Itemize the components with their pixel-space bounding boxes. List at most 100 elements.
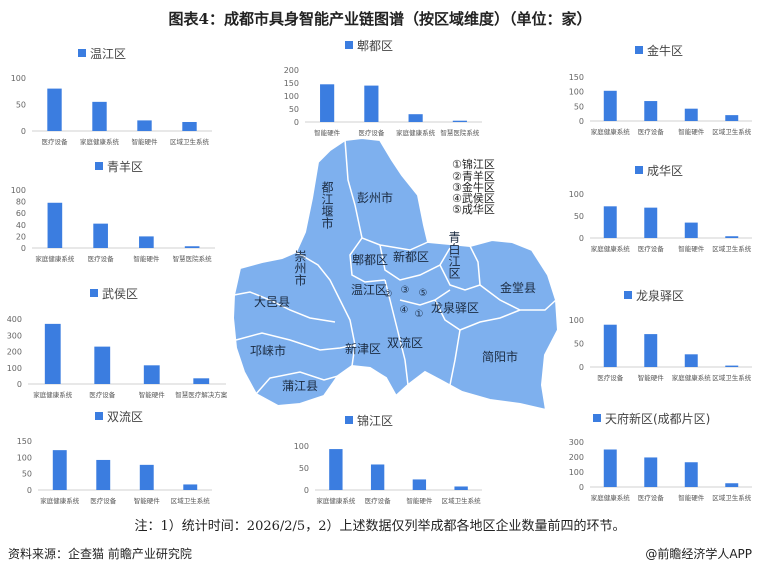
- x-tick-label: 智能硬件: [139, 390, 166, 399]
- x-tick-label: 家庭健康系统: [80, 137, 120, 146]
- chart-title: 郫都区: [357, 38, 393, 53]
- bar-chart: 温江区 0 50 100 医疗设备 家庭健康系统 智能硬件 区域卫生系统: [11, 47, 212, 146]
- y-tick-label: 50: [16, 101, 26, 110]
- map-label-xindu: 新都区: [393, 249, 429, 264]
- page-title: 图表4：成都市具身智能产业链图谱（按区域维度）（单位：家）: [168, 10, 592, 28]
- y-tick-label: 100: [7, 364, 22, 373]
- y-tick-label: 50: [574, 212, 584, 221]
- x-tick-label: 区域卫生系统: [170, 137, 210, 146]
- y-tick-label: 100: [294, 442, 309, 451]
- bar: [408, 114, 423, 122]
- y-tick-label: 50: [299, 464, 309, 473]
- y-tick-label: 100: [569, 190, 584, 199]
- y-tick-label: 0: [294, 118, 299, 127]
- bar: [412, 479, 427, 490]
- x-tick-label: 医疗设备: [89, 390, 116, 399]
- y-tick-label: 0: [17, 380, 22, 389]
- bar: [137, 120, 152, 131]
- map-marker-4: ④: [400, 305, 409, 316]
- bar: [725, 236, 739, 238]
- y-tick-label: 0: [579, 117, 584, 126]
- legend-swatch: [593, 414, 601, 422]
- bar: [193, 378, 210, 384]
- legend-swatch: [95, 412, 103, 420]
- x-tick-label: 智慧医疗解决方案: [175, 390, 228, 399]
- x-tick-label: 家庭健康系统: [35, 254, 75, 263]
- bar: [452, 120, 467, 122]
- bar: [725, 365, 739, 367]
- x-tick-label: 智能硬件: [678, 244, 705, 253]
- map-label-dujiangyan: 都江堰市: [320, 181, 334, 229]
- x-tick-label: 医疗设备: [638, 493, 665, 502]
- x-tick-label: 家庭健康系统: [396, 128, 436, 137]
- bar: [93, 223, 108, 248]
- y-tick-label: 200: [284, 66, 299, 75]
- district-border: [439, 245, 481, 291]
- chart-title: 龙泉驿区: [636, 289, 684, 303]
- bar: [139, 464, 154, 490]
- district-border: [379, 244, 451, 281]
- bar: [52, 450, 67, 490]
- map-label-chongzhou: 崇州市: [293, 250, 307, 286]
- chart-title: 温江区: [90, 47, 126, 61]
- bar: [96, 459, 111, 490]
- bar: [184, 246, 200, 248]
- chart-title: 天府新区(成都片区): [605, 411, 710, 426]
- x-tick-label: 家庭健康系统: [33, 390, 73, 399]
- map-marker-3: ③: [401, 285, 410, 296]
- district-border: [349, 237, 386, 283]
- x-tick-label: 智慧医院系统: [173, 254, 213, 263]
- bar: [684, 222, 698, 238]
- bar-chart: 龙泉驿区 0 50 100 医疗设备 智能硬件 家庭健康系统 区域卫生系统: [569, 289, 752, 382]
- bar-chart: 武侯区 0 100 200 300 400 家庭健康系统 医疗设备 智能硬件 智慧医疗解决方案: [7, 287, 228, 399]
- x-tick-label: 智能硬件: [678, 127, 705, 136]
- x-tick-label: 家庭健康系统: [672, 373, 712, 382]
- chart-title: 金牛区: [647, 43, 683, 58]
- brand-text: @前瞻经济学人APP: [645, 547, 752, 561]
- legend-swatch: [635, 46, 643, 54]
- y-tick-label: 50: [289, 105, 299, 114]
- map-outline: [231, 136, 560, 412]
- bar: [725, 483, 739, 487]
- map-label-pidu: 郫都区: [352, 252, 388, 267]
- y-tick-label: 300: [569, 438, 584, 447]
- y-tick-label: 0: [579, 363, 584, 372]
- y-tick-label: 50: [574, 102, 584, 111]
- bar: [370, 464, 385, 490]
- x-tick-label: 医疗设备: [90, 496, 117, 505]
- x-tick-label: 医疗设备: [365, 496, 392, 505]
- legend-swatch: [90, 289, 98, 297]
- bar-chart: 锦江区 0 50 100 家庭健康系统 医疗设备 智能硬件 区域卫生系统: [294, 414, 482, 505]
- x-tick-label: 家庭健康系统: [40, 496, 80, 505]
- bar: [644, 207, 658, 238]
- x-tick-label: 医疗设备: [597, 373, 624, 382]
- map-legend-item: ①锦江区: [452, 157, 495, 171]
- map-label-jintang: 金堂县: [500, 280, 536, 295]
- map-label-longquanyi: 龙泉驿区: [431, 301, 479, 315]
- district-border: [434, 299, 521, 331]
- y-tick-label: 50: [574, 340, 584, 349]
- x-tick-label: 智能硬件: [133, 254, 160, 263]
- bar-chart: 双流区 0 50 100 150 家庭健康系统 医疗设备 智能硬件 区域卫生系统: [17, 410, 212, 505]
- district-border: [233, 291, 336, 323]
- legend-swatch: [78, 49, 86, 57]
- y-tick-label: 400: [7, 315, 22, 324]
- x-tick-label: 智能硬件: [638, 373, 665, 382]
- district-borders: [233, 139, 557, 395]
- bar: [684, 108, 698, 121]
- bar: [182, 121, 197, 131]
- x-tick-label: 区域卫生系统: [712, 244, 752, 253]
- district-border: [384, 279, 409, 386]
- x-tick-label: 区域卫生系统: [442, 496, 482, 505]
- x-tick-label: 医疗设备: [88, 254, 115, 263]
- y-tick-label: 200: [7, 348, 22, 357]
- x-tick-label: 家庭健康系统: [316, 496, 356, 505]
- y-tick-label: 200: [569, 453, 584, 462]
- y-tick-label: 0: [579, 234, 584, 243]
- legend-swatch: [624, 291, 632, 299]
- bar: [143, 365, 160, 384]
- y-tick-label: 0: [304, 486, 309, 495]
- bar: [47, 202, 63, 248]
